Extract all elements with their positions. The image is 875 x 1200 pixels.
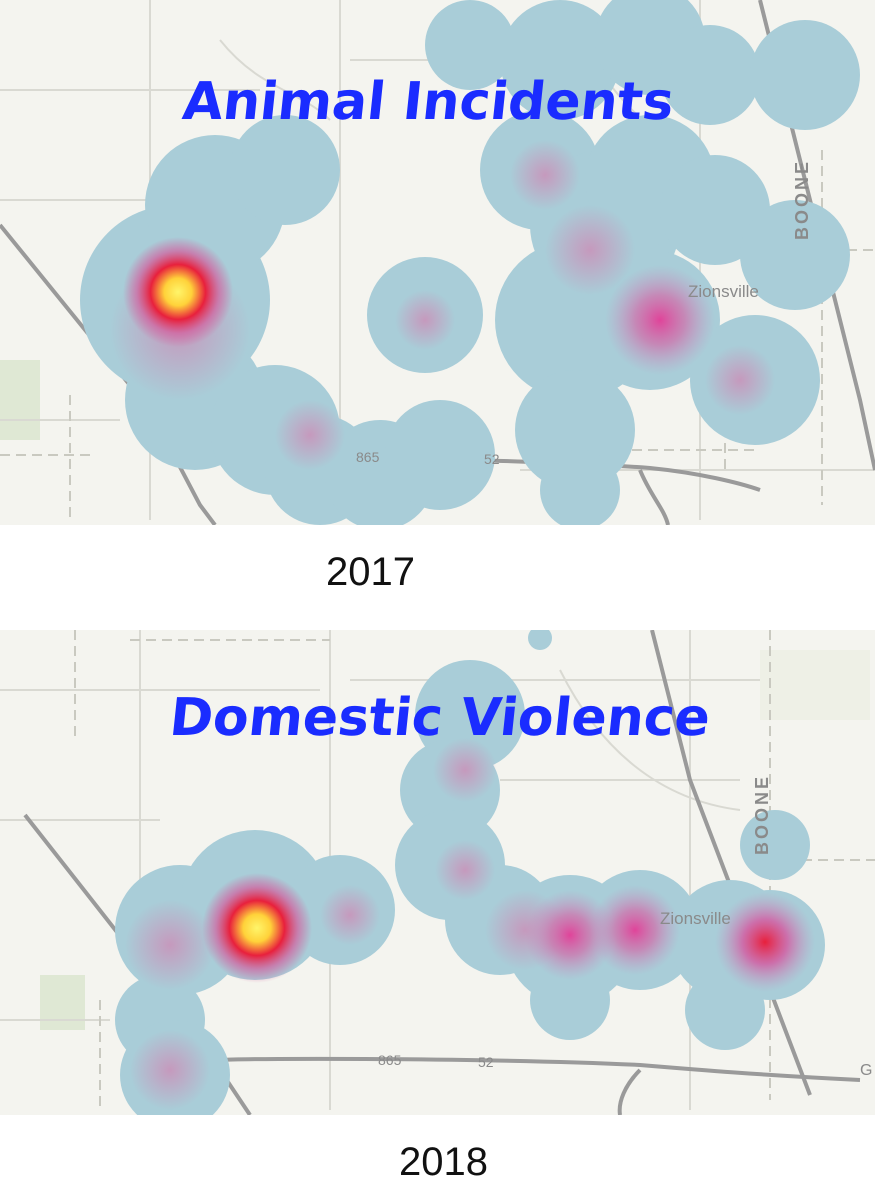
route-label: 865 [356,449,380,465]
route-label: 52 [478,1054,494,1070]
heatmap-2018: Zionsville BOONE 865 52 G [0,630,875,1115]
heat-intensity-2017 [110,140,775,470]
place-label: Zionsville [688,282,759,301]
county-label: BOONE [792,159,812,240]
map-panel-2018: Zionsville BOONE 865 52 G [0,630,875,1115]
hotspot-peak [123,237,233,347]
county-label: BOONE [752,774,772,855]
heat-density-2017 [80,0,860,525]
hotspot-peak [202,873,312,983]
edge-label: G [860,1062,872,1079]
heatmap-2017: Zionsville BOONE 865 52 [0,0,875,525]
heat-intensity-2018 [125,738,815,1110]
route-label: 52 [484,451,500,467]
year-label: 2017 [326,550,415,594]
map-title: Animal Incidents [179,72,677,132]
year-label: 2018 [399,1140,488,1184]
place-label: Zionsville [660,909,731,928]
map-panel-2017: Zionsville BOONE 865 52 [0,0,875,525]
route-label: 865 [378,1052,402,1068]
map-title: Domestic Violence [166,688,714,748]
